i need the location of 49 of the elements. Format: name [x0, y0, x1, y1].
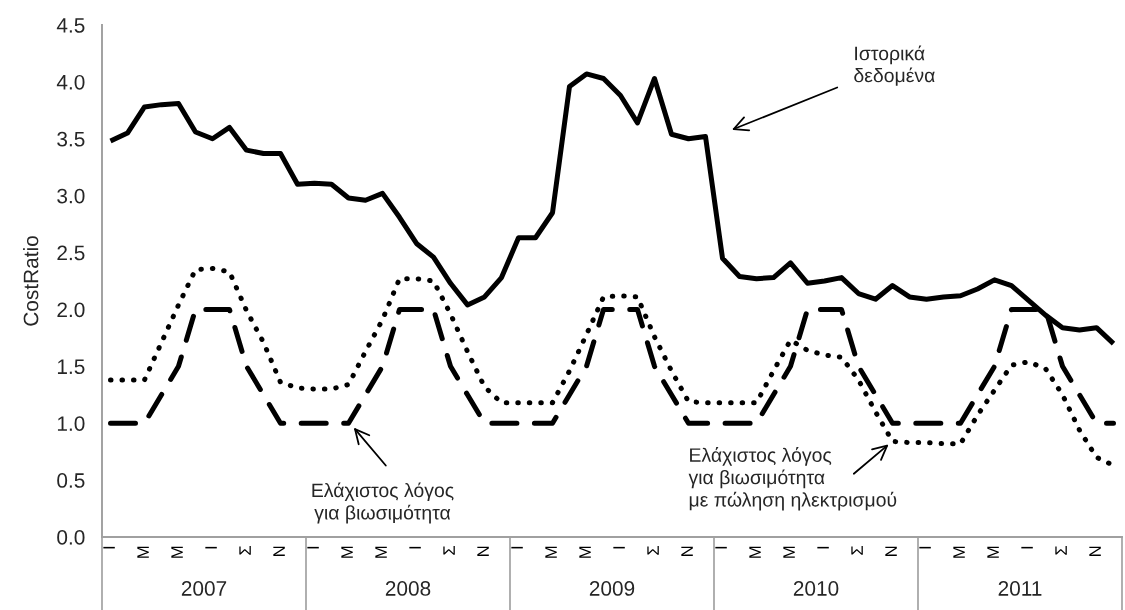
x-tick-label: Σ — [239, 545, 251, 555]
annotation: Ελάχιστος λόγος για βιωσιμότητα με πώληση ηλεκτρισμού — [688, 447, 897, 511]
x-tick-label: Μ — [545, 546, 557, 558]
annotation: Ελάχιστος λόγος για βιωσιμότητα — [312, 482, 454, 524]
x-tick-label: Ι — [613, 546, 625, 549]
y-tick-label: 3.5 — [57, 131, 85, 147]
x-tick-label: Ι — [103, 546, 115, 549]
y-tick-label: 4.0 — [56, 74, 85, 90]
text: 2011 — [998, 581, 1042, 596]
x-tick-label: Σ — [647, 545, 659, 555]
x-tick-label: Μ — [171, 546, 183, 558]
y-axis-title: CostRatio — [23, 236, 39, 326]
x-tick-label: Ι — [409, 546, 421, 549]
y-tick-label: 3.0 — [57, 188, 85, 204]
x-tick-label: Μ — [749, 546, 761, 558]
y-tick-label: 0.0 — [57, 530, 85, 545]
x-tick-label: Ν — [477, 546, 489, 556]
x-tick-label: Ν — [681, 546, 693, 556]
x-tick-label: Μ — [987, 546, 999, 558]
y-tick-label: 1.0 — [57, 416, 85, 431]
x-tick-label: Ι — [715, 546, 727, 549]
y-tick-label: 0.5 — [57, 473, 85, 488]
x-tick-label: Μ — [953, 546, 965, 558]
text: 2007 — [181, 581, 227, 596]
text: 2010 — [793, 581, 839, 596]
x-tick-label: Σ — [851, 545, 863, 555]
y-tick-label: 1.5 — [57, 359, 85, 375]
y-tick-label: 2.0 — [57, 302, 85, 318]
x-tick-label: Μ — [783, 546, 795, 558]
x-tick-label: Σ — [443, 545, 455, 555]
x-tick-label: Μ — [375, 546, 387, 558]
x-tick-label: Ι — [511, 546, 523, 549]
x-tick-label: Μ — [579, 546, 591, 558]
x-tick-label: Ι — [307, 546, 319, 549]
x-tick-label: Ι — [1021, 546, 1033, 549]
x-tick-label: Ν — [273, 546, 285, 556]
x-tick-label: Ι — [817, 546, 829, 549]
y-tick-label: 4.5 — [56, 18, 85, 33]
x-tick-label: Μ — [341, 546, 353, 558]
annotation: Ιστορικά δεδομένα — [854, 45, 935, 86]
x-tick-label: Σ — [1055, 545, 1067, 555]
x-tick-label: Ν — [1089, 546, 1101, 556]
text: 2009 — [589, 581, 635, 596]
y-tick-label: 2.5 — [57, 245, 85, 261]
x-tick-label: Ν — [885, 546, 897, 556]
x-tick-label: Ι — [205, 546, 217, 549]
x-tick-label: Μ — [137, 546, 149, 558]
text: 2008 — [385, 581, 431, 596]
x-tick-label: Ι — [919, 546, 931, 549]
